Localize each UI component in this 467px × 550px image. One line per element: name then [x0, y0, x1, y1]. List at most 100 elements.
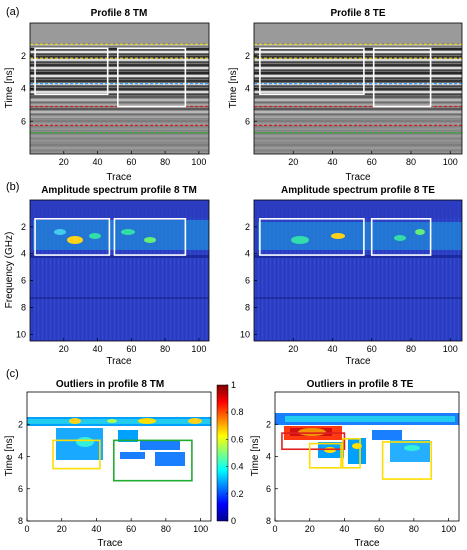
chart-title: Outliers in profile 8 TE [307, 379, 414, 390]
chart-title: Amplitude spectrum profile 8 TE [281, 185, 435, 196]
outlier-band-core [285, 416, 455, 422]
x-ticks: 20 40 60 80 100 [59, 151, 206, 167]
hotspot [415, 229, 425, 235]
y-tick-label: 2 [21, 51, 26, 61]
colorbar-tick-label: 0.8 [231, 407, 244, 417]
annotation-box [112, 439, 193, 482]
y-axis-label: Time [ns] [250, 435, 261, 476]
hotspot [331, 233, 345, 239]
colorbar-tick-label: 0.6 [231, 434, 244, 444]
colorbar-tick-label: 0.2 [231, 489, 244, 499]
y-tick-label: 2 [245, 222, 250, 232]
x-axis-label: Trace [354, 538, 380, 549]
outlier-cluster [372, 430, 402, 440]
y-tick-label: 10 [240, 329, 250, 339]
outlier-hotspot [188, 418, 202, 424]
air-layer [254, 23, 462, 43]
x-axis-label: Trace [345, 356, 371, 367]
x-axis-label: Trace [106, 172, 132, 183]
air-layer [30, 23, 209, 43]
outlier-cluster [140, 440, 180, 450]
x-tick-label: 0 [272, 524, 277, 534]
low-band [30, 200, 209, 218]
x-tick-label: 20 [305, 524, 315, 534]
chart-c-right: Outliers in profile 8 TE 0 20 40 60 80 100 2 4… [250, 379, 460, 549]
y-tick-label: 6 [21, 276, 26, 286]
plot-frame [29, 199, 210, 342]
x-tick-label: 40 [327, 157, 337, 167]
x-tick-label: 60 [367, 344, 377, 354]
annotation-box [372, 47, 432, 108]
outlier-cluster [120, 452, 145, 459]
y-axis-label: Frequency (GHz) [4, 232, 15, 309]
hotspot [291, 236, 309, 244]
plot-area [254, 200, 462, 341]
y-ticks: 2 4 6 8 10 [16, 222, 33, 339]
y-ticks: 2 4 6 [21, 51, 33, 126]
colorbar-gradient [216, 384, 229, 522]
hotspot [89, 233, 101, 239]
annotation-box [117, 47, 187, 108]
annotation-box [113, 218, 187, 256]
x-tick-label: 40 [339, 524, 349, 534]
dark-band [30, 297, 209, 299]
annotation-box [52, 439, 101, 470]
x-tick-label: 80 [160, 344, 170, 354]
y-tick-label: 2 [21, 222, 26, 232]
chart-a-right: Profile 8 TE 20 40 60 80 100 2 4 6 Trace Time … [228, 8, 463, 183]
outlier-hotspot [404, 445, 420, 451]
panel-label-c: (c) [6, 368, 19, 380]
y-tick-label: 10 [16, 329, 26, 339]
colorbar-ticks: 0 0.2 0.4 0.6 0.8 1 [226, 380, 244, 526]
y-ticks: 2 4 6 8 [18, 419, 30, 526]
x-tick-label: 80 [406, 344, 416, 354]
chart-b-left: Amplitude spectrum profile 8 TM 20 40 60 80… [4, 185, 210, 367]
y-tick-label: 8 [266, 516, 271, 526]
y-tick-label: 6 [18, 484, 23, 494]
outlier-hotspot [298, 428, 326, 436]
x-ticks: 20 40 60 80 100 [288, 338, 458, 354]
annotation-box [308, 442, 342, 469]
annotation-box [281, 432, 346, 451]
y-tick-label: 4 [18, 452, 23, 462]
y-axis-label: Time [ns] [4, 67, 15, 108]
annotation-box [341, 437, 361, 469]
outlier-hotspot [107, 419, 117, 423]
annotation-box [370, 218, 432, 256]
x-tick-label: 60 [367, 157, 377, 167]
x-ticks: 20 40 60 80 100 [288, 151, 458, 167]
annotation-box [259, 47, 365, 96]
chart-b-right: Amplitude spectrum profile 8 TE 20 40 60 80… [240, 185, 463, 367]
x-ticks: 20 40 60 80 100 [59, 338, 206, 354]
annotation-boxes [259, 47, 432, 108]
annotation-box [34, 218, 111, 256]
colorbar-tick-label: 1 [231, 380, 236, 390]
y-ticks: 2 4 6 8 [266, 419, 278, 526]
x-tick-label: 80 [160, 157, 170, 167]
x-tick-label: 40 [93, 157, 103, 167]
strong-reflections [254, 48, 462, 96]
deep-layer [30, 118, 209, 154]
outlier-hotspot [69, 418, 81, 424]
x-tick-label: 100 [191, 157, 206, 167]
x-tick-label: 80 [409, 524, 419, 534]
strong-reflections [30, 48, 209, 96]
panel-label-a: (a) [6, 6, 19, 18]
x-tick-label: 20 [59, 157, 69, 167]
annotation-boxes [34, 218, 187, 256]
annotation-box [381, 441, 433, 480]
x-axis-label: Trace [345, 172, 371, 183]
x-tick-label: 0 [24, 524, 29, 534]
chart-c-left: Outliers in profile 8 TM 0 20 40 60 80 100 24… [4, 379, 244, 549]
dark-band [254, 255, 462, 258]
y-tick-label: 4 [245, 84, 250, 94]
y-tick-label: 2 [266, 419, 271, 429]
y-tick-label: 4 [266, 452, 271, 462]
annotation-boxes [52, 439, 193, 482]
panel-label-b: (b) [6, 181, 19, 193]
annotation-box [259, 218, 365, 256]
outlier-band-core [27, 419, 211, 424]
x-ticks: 0 20 40 60 80 100 [24, 518, 208, 534]
hotspot [144, 237, 156, 243]
